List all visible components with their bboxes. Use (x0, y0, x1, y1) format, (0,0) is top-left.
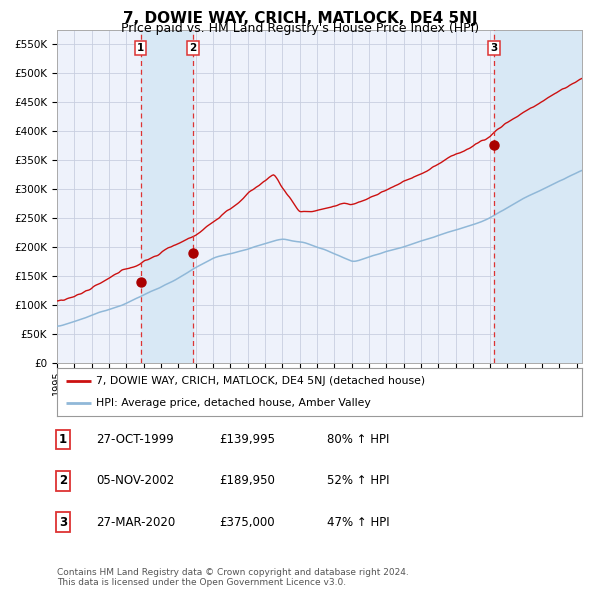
Text: £139,995: £139,995 (219, 433, 275, 446)
Text: £189,950: £189,950 (219, 474, 275, 487)
Text: 2: 2 (59, 474, 67, 487)
Text: 05-NOV-2002: 05-NOV-2002 (96, 474, 174, 487)
Bar (140, 30, 193, 363)
Text: £375,000: £375,000 (219, 516, 275, 529)
Text: 47% ↑ HPI: 47% ↑ HPI (327, 516, 389, 529)
Text: 3: 3 (491, 43, 498, 53)
Text: 7, DOWIE WAY, CRICH, MATLOCK, DE4 5NJ: 7, DOWIE WAY, CRICH, MATLOCK, DE4 5NJ (123, 11, 477, 25)
Text: 2: 2 (189, 43, 196, 53)
Text: 1: 1 (59, 433, 67, 446)
Bar (494, 30, 582, 363)
Text: 7, DOWIE WAY, CRICH, MATLOCK, DE4 5NJ (detached house): 7, DOWIE WAY, CRICH, MATLOCK, DE4 5NJ (d… (97, 376, 425, 386)
Text: HPI: Average price, detached house, Amber Valley: HPI: Average price, detached house, Ambe… (97, 398, 371, 408)
Text: Price paid vs. HM Land Registry's House Price Index (HPI): Price paid vs. HM Land Registry's House … (121, 22, 479, 35)
Text: 80% ↑ HPI: 80% ↑ HPI (327, 433, 389, 446)
Text: 27-MAR-2020: 27-MAR-2020 (96, 516, 175, 529)
Text: 52% ↑ HPI: 52% ↑ HPI (327, 474, 389, 487)
Text: 1: 1 (137, 43, 144, 53)
Text: Contains HM Land Registry data © Crown copyright and database right 2024.
This d: Contains HM Land Registry data © Crown c… (57, 568, 409, 587)
Text: 27-OCT-1999: 27-OCT-1999 (96, 433, 174, 446)
Text: 3: 3 (59, 516, 67, 529)
